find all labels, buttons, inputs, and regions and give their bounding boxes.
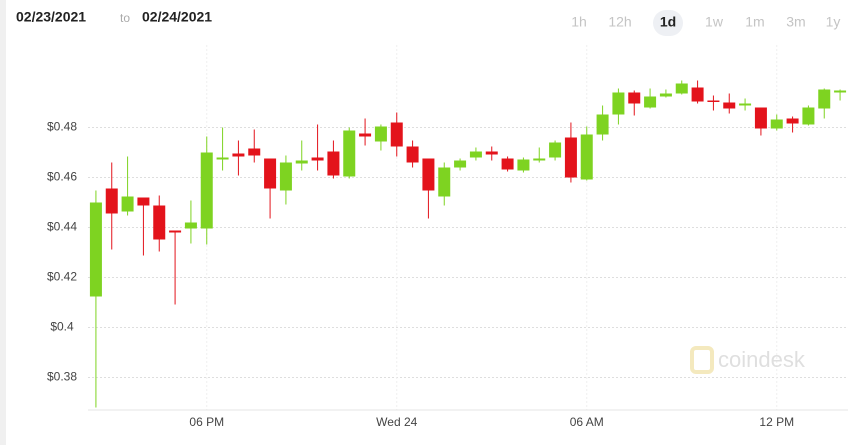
range-button[interactable]: 1h xyxy=(571,14,587,30)
date-to: 02/24/2021 xyxy=(142,9,212,25)
y-tick-label: $0.38 xyxy=(47,370,77,384)
candle-body xyxy=(549,142,562,158)
grid: $0.38 $0.4 $0.42 $0.44 $0.46 $0.48 06 PM Wed 24… xyxy=(47,45,848,429)
y-tick-label: $0.48 xyxy=(47,120,77,134)
candle-body xyxy=(818,89,831,109)
candle-body xyxy=(264,158,277,189)
x-tick-label: 06 PM xyxy=(189,415,224,429)
candle-body xyxy=(517,159,530,171)
candle-body xyxy=(628,92,641,104)
candle-body xyxy=(184,222,197,229)
y-tick-label: $0.4 xyxy=(50,320,74,334)
range-button[interactable]: 1y xyxy=(826,14,841,30)
candle-body xyxy=(311,157,324,161)
candle-body xyxy=(359,133,372,137)
candle-body xyxy=(644,96,657,108)
date-from: 02/23/2021 xyxy=(16,9,86,25)
range-button[interactable]: 1w xyxy=(705,14,724,30)
candle-body xyxy=(406,146,419,163)
range-button[interactable]: 1d xyxy=(660,14,676,30)
watermark-logo xyxy=(690,346,714,374)
range-button[interactable]: 3m xyxy=(786,14,805,30)
candle-body xyxy=(754,107,767,129)
range-selected-bg xyxy=(653,10,683,36)
candle-body xyxy=(564,137,577,178)
candle-body xyxy=(327,151,340,176)
candle-body xyxy=(675,83,688,94)
candle-body xyxy=(802,107,815,125)
candle-body xyxy=(454,160,467,168)
candle-body xyxy=(770,119,783,129)
y-tick-label: $0.44 xyxy=(47,220,77,234)
left-edge xyxy=(0,0,6,445)
candle-body xyxy=(390,122,403,147)
y-tick-label: $0.46 xyxy=(47,170,77,184)
candle-body xyxy=(834,90,847,93)
candle-body xyxy=(232,153,245,157)
candle-body xyxy=(580,134,593,180)
candle-body xyxy=(533,158,546,161)
candle-body xyxy=(422,158,435,191)
candle-body xyxy=(295,160,308,164)
candle-body xyxy=(786,118,799,124)
candle-body xyxy=(469,151,482,158)
candle-body xyxy=(659,93,672,97)
watermark: coindesk xyxy=(690,346,806,374)
candle-body xyxy=(485,151,498,155)
candle-body xyxy=(200,152,213,229)
candle-body xyxy=(248,148,261,156)
candle-body xyxy=(279,162,292,191)
range-selector: 1h 12h 1d 1w 1m 3m 1y xyxy=(571,10,840,36)
watermark-text: coindesk xyxy=(718,347,806,372)
candle-body xyxy=(343,130,356,177)
date-to-word: to xyxy=(120,11,130,25)
candle-body xyxy=(137,197,150,206)
candle-body xyxy=(374,126,387,142)
range-button[interactable]: 12h xyxy=(608,14,631,30)
candle-body xyxy=(153,205,166,240)
candle-body xyxy=(89,202,102,297)
x-tick-label: Wed 24 xyxy=(376,415,417,429)
candle-body xyxy=(612,92,625,115)
candle-body xyxy=(216,157,229,160)
y-tick-label: $0.42 xyxy=(47,270,77,284)
candle-body xyxy=(105,188,118,214)
range-button[interactable]: 1m xyxy=(745,14,764,30)
x-tick-label: 06 AM xyxy=(570,415,604,429)
candle-body xyxy=(121,196,134,212)
candle-body xyxy=(501,158,514,170)
candle-body xyxy=(169,230,182,233)
candle-body xyxy=(723,102,736,109)
candle-body xyxy=(438,167,451,197)
x-tick-label: 12 PM xyxy=(759,415,794,429)
candle-body xyxy=(707,100,720,102)
candle-body xyxy=(691,87,704,102)
candles xyxy=(89,80,847,408)
candle-body xyxy=(596,114,609,135)
candle-body xyxy=(739,103,752,106)
